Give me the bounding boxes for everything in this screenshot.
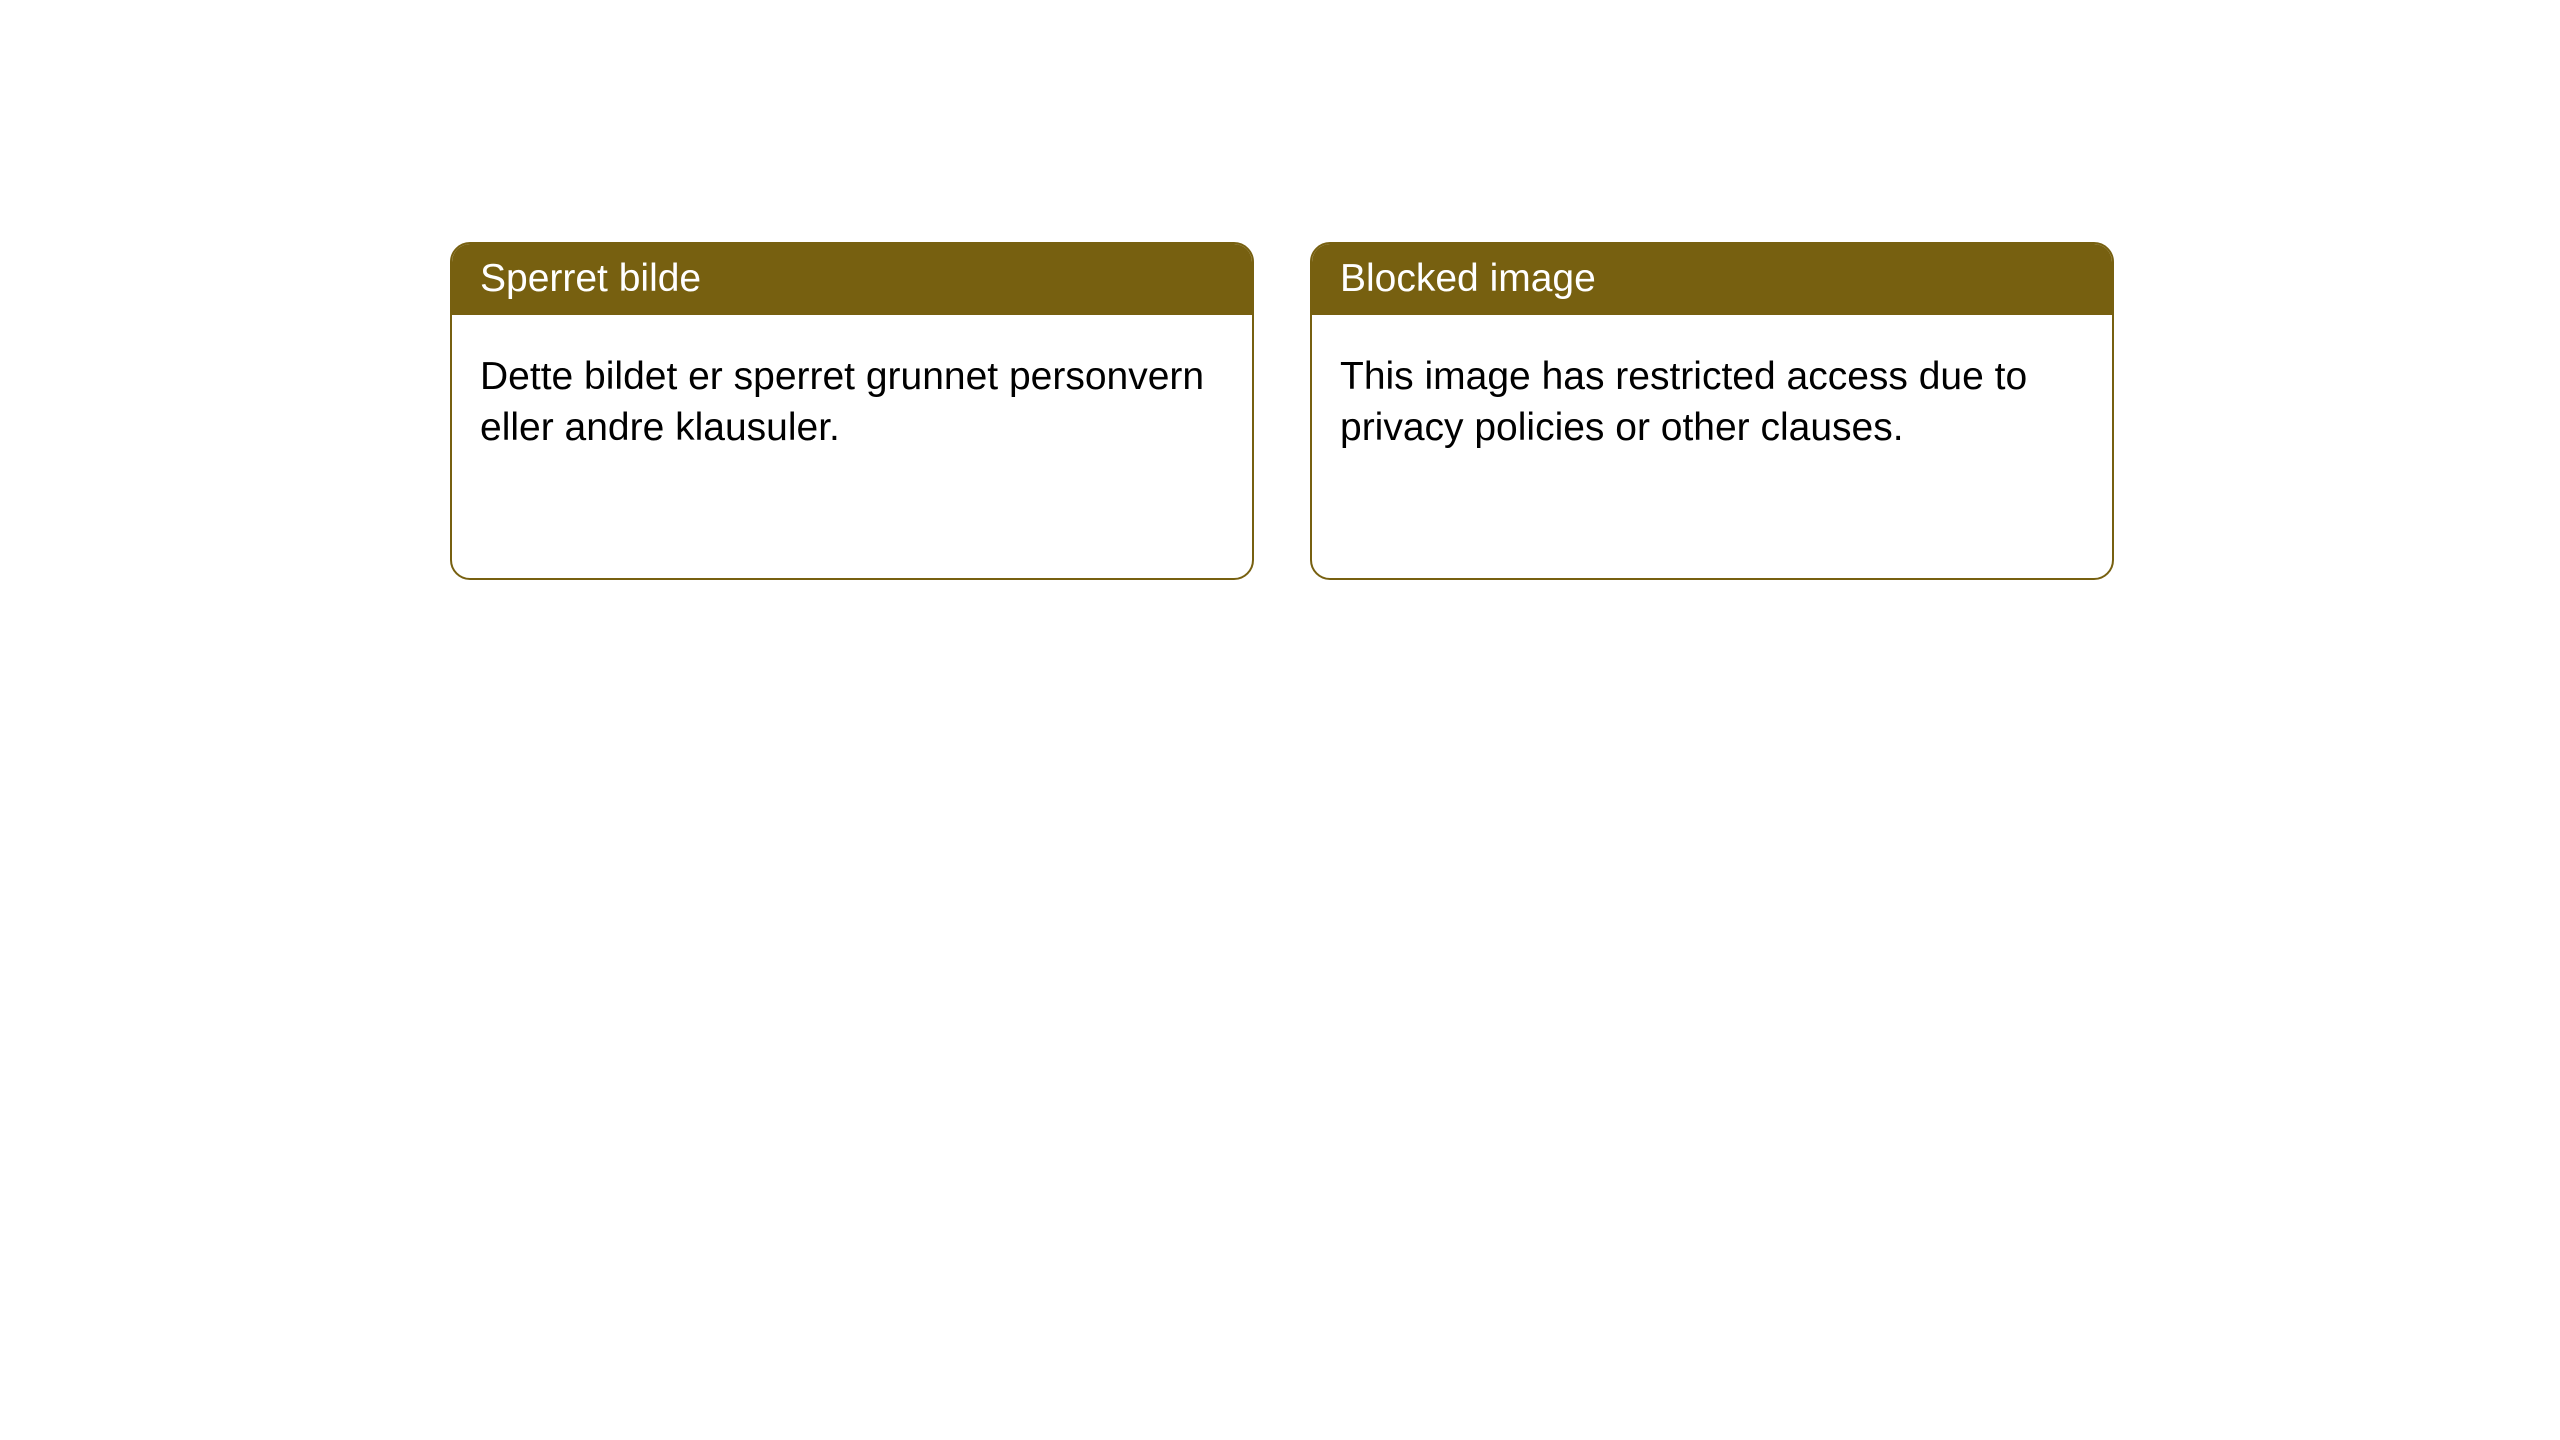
card-body: Dette bildet er sperret grunnet personve… [452,315,1252,490]
card-body: This image has restricted access due to … [1312,315,2112,490]
card-header: Blocked image [1312,244,2112,315]
blocked-image-card-no: Sperret bilde Dette bildet er sperret gr… [450,242,1254,580]
cards-container: Sperret bilde Dette bildet er sperret gr… [0,0,2560,580]
blocked-image-card-en: Blocked image This image has restricted … [1310,242,2114,580]
card-header: Sperret bilde [452,244,1252,315]
